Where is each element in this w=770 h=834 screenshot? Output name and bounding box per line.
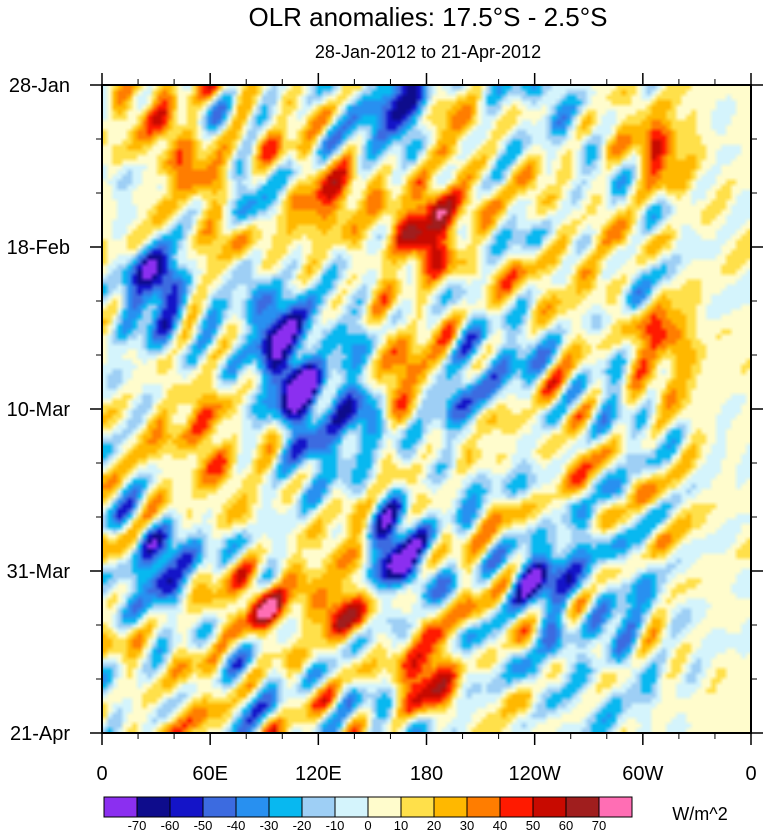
x-tick-label: 180 — [410, 763, 443, 785]
colorbar-swatch — [532, 796, 567, 818]
x-tick-label: 0 — [96, 763, 107, 785]
colorbar-units: W/m^2 — [672, 804, 727, 824]
x-tick-label: 0 — [745, 763, 756, 785]
x-tick-label: 60E — [192, 763, 228, 785]
y-tick-label: 31-Mar — [7, 561, 71, 583]
colorbar-level-label: 10 — [394, 818, 408, 833]
colorbar-swatch — [598, 796, 633, 818]
colorbar-level-label: 70 — [592, 818, 606, 833]
y-tick-label: 21-Apr — [10, 723, 70, 745]
colorbar-level-label: -30 — [260, 818, 279, 833]
colorbar-level-label: 40 — [493, 818, 507, 833]
colorbar-level-label: -60 — [161, 818, 180, 833]
colorbar-level-label: 0 — [364, 818, 371, 833]
colorbar-swatch — [301, 796, 336, 818]
colorbar-level-label: 30 — [460, 818, 474, 833]
chart-subtitle: 28-Jan-2012 to 21-Apr-2012 — [315, 42, 541, 62]
x-tick-label: 60W — [622, 763, 663, 785]
colorbar-swatch — [169, 796, 204, 818]
colorbar-level-label: 20 — [427, 818, 441, 833]
colorbar-level-label: 50 — [526, 818, 540, 833]
colorbar-level-label: -70 — [128, 818, 147, 833]
colorbar-swatch — [268, 796, 303, 818]
colorbar-swatch — [235, 796, 270, 818]
x-axis: 0 60E 120E 180 120W 60W 0 — [96, 73, 757, 785]
y-tick-label: 10-Mar — [7, 399, 71, 421]
colorbar-swatch — [400, 796, 435, 818]
colorbar-swatch — [103, 796, 138, 818]
y-tick-label: 18-Feb — [7, 237, 70, 259]
colorbar-level-label: -50 — [194, 818, 213, 833]
y-tick-label: 28-Jan — [9, 75, 70, 97]
colorbar-swatch — [433, 796, 468, 818]
colorbar-swatch — [499, 796, 534, 818]
colorbar-level-label: -20 — [293, 818, 312, 833]
colorbar-level-label: -40 — [227, 818, 246, 833]
colorbar-level-label: -10 — [326, 818, 345, 833]
chart-title: OLR anomalies: 17.5°S - 2.5°S — [249, 2, 608, 32]
colorbar: -70 -60 -50 -40 -30 -20 -10 0 10 20 30 40 50 60 70 — [103, 796, 633, 833]
colorbar-swatch — [136, 796, 171, 818]
heatmap-plot-area — [102, 85, 751, 733]
heatmap-field — [102, 85, 751, 733]
colorbar-swatch — [565, 796, 600, 818]
colorbar-swatch — [367, 796, 402, 818]
y-axis: 28-Jan 18-Feb 10-Mar 31-Mar 21-Apr — [7, 75, 763, 745]
x-tick-label: 120W — [509, 763, 561, 785]
colorbar-swatch — [202, 796, 237, 818]
colorbar-swatch — [466, 796, 501, 818]
x-tick-label: 120E — [295, 763, 342, 785]
colorbar-swatch — [334, 796, 369, 818]
colorbar-level-label: 60 — [559, 818, 573, 833]
